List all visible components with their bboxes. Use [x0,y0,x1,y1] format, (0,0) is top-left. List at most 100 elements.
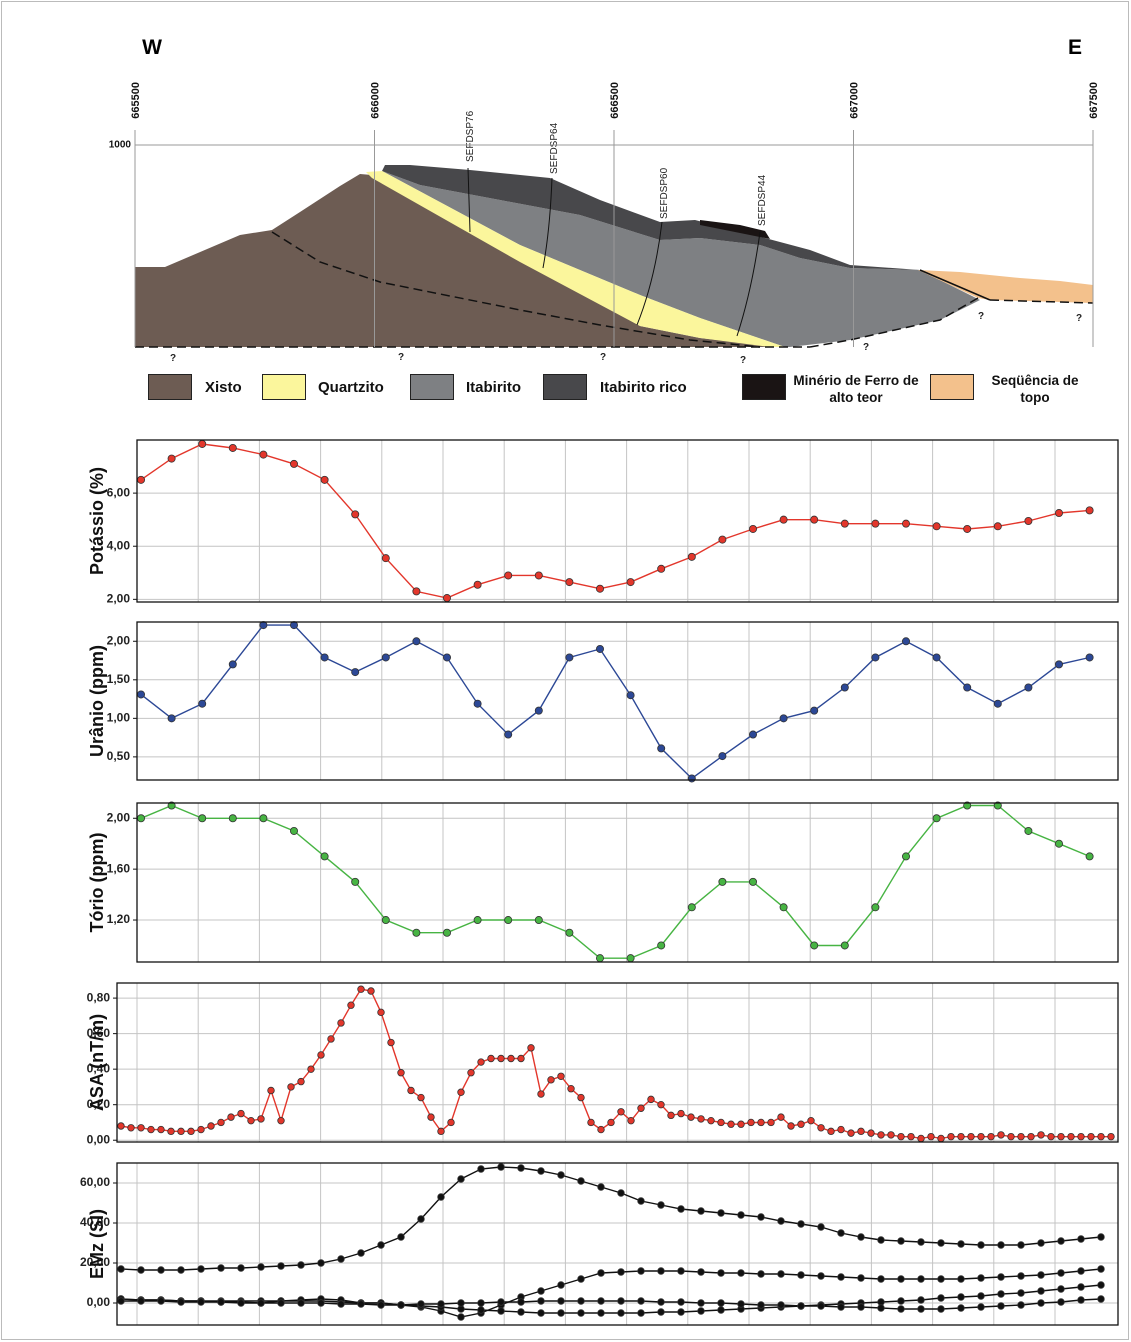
data-point [937,1239,945,1247]
data-point [657,744,666,753]
unknown-mark: ? [600,352,606,363]
data-point [797,1120,805,1128]
data-point [467,1069,475,1077]
data-point [504,730,513,739]
y-axis-label: Tório (ppm) [87,833,107,933]
data-point [757,1118,765,1127]
data-point [473,916,482,925]
data-point [1097,1265,1105,1273]
data-point [810,941,819,950]
data-point [277,1116,285,1125]
data-point [937,1294,945,1302]
data-point [626,578,635,587]
data-point [534,706,543,715]
data-point [537,1297,545,1305]
data-point [787,1122,795,1130]
data-point [637,1297,645,1305]
data-point [749,730,758,739]
data-point [902,852,911,861]
data-point [417,1093,425,1102]
data-point [847,1129,855,1137]
data-point [871,519,880,528]
data-point [351,510,360,519]
data-point [810,515,819,524]
data-point [198,699,207,708]
data-point [897,1297,905,1305]
data-point [207,1122,215,1130]
data-point [817,1302,825,1310]
data-point [657,564,666,573]
data-point [473,580,482,589]
data-point [977,1241,985,1249]
data-point [840,519,849,528]
data-point [626,954,635,963]
plot-background [137,803,1118,962]
data-point [717,1118,725,1127]
data-point [320,852,329,861]
plot-frame [136,802,1119,963]
data-point [267,1086,275,1095]
drill-hole-label: SEFDSP44 [757,174,768,226]
data-point [797,1271,805,1279]
data-point [547,1076,555,1084]
data-point [228,814,237,823]
data-point [647,1095,655,1104]
data-point [320,475,329,484]
data-point [442,928,451,937]
data-point [1024,683,1033,692]
data-point [259,450,268,459]
data-point [412,587,421,596]
panel: 0,00 0,20 0,40 0,60 0,80 ASA (nT/m) [87,982,1119,1146]
data-point [1055,509,1064,518]
data-point [1055,839,1064,848]
data-point [717,1299,725,1307]
data-point [277,1262,285,1270]
data-point [367,987,375,995]
data-point [637,1104,645,1112]
data-point [257,1115,265,1123]
data-point [596,644,605,653]
data-point [717,1209,725,1217]
data-point [517,1164,525,1172]
data-point [627,1116,635,1125]
data-point [687,903,696,912]
data-point [867,1129,875,1137]
data-point [997,1241,1005,1249]
data-point [567,1085,575,1093]
data-point [932,522,941,531]
data-point [617,1108,625,1116]
data-point [1017,1132,1025,1141]
data-point [117,1265,125,1273]
data-point [1077,1296,1085,1304]
legend-swatch [543,374,587,400]
data-point [993,699,1002,708]
data-point [840,941,849,950]
unknown-mark: ? [398,352,404,363]
legend-label: Itabirito rico [600,379,687,396]
data-point [1077,1235,1085,1243]
data-point [677,1267,685,1275]
data-point [587,1118,595,1127]
data-point [657,1100,665,1109]
data-point [297,1299,305,1307]
data-point [617,1297,625,1305]
data-point [697,1307,705,1315]
data-point [137,1297,145,1305]
data-point [557,1281,565,1289]
data-point [997,1302,1005,1310]
data-point [497,1298,505,1306]
data-point [617,1189,625,1197]
data-point [289,459,298,468]
data-point [457,1175,465,1183]
data-point [437,1300,445,1308]
y-tick-label: 20,00 [80,1255,110,1269]
legend-label: Quartzito [318,379,384,396]
data-point [677,1308,685,1316]
data-point [477,1306,485,1314]
data-point [1037,1287,1045,1295]
data-point [351,877,360,886]
data-point [937,1275,945,1283]
drill-hole [542,177,553,269]
data-point [477,1058,485,1066]
data-point [597,1309,605,1317]
